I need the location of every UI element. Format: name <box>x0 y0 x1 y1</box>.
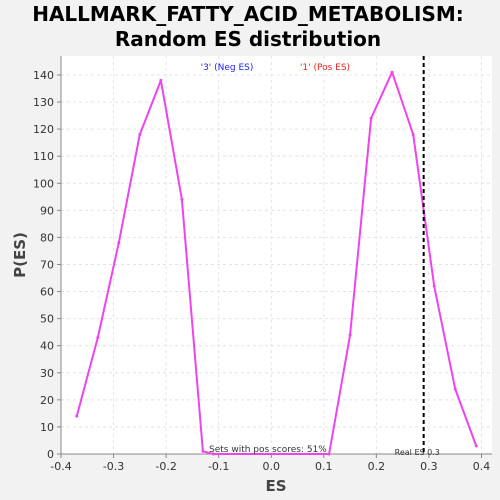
data-point <box>138 133 142 137</box>
y-tick-label: 60 <box>40 286 54 299</box>
y-tick-label: 130 <box>33 96 54 109</box>
y-tick-label: 50 <box>40 313 54 326</box>
y-tick-label: 30 <box>40 367 54 380</box>
data-point <box>117 241 121 245</box>
data-point <box>75 414 79 418</box>
x-tick-label: 0.4 <box>473 460 491 473</box>
x-axis-label: ES <box>265 477 286 495</box>
x-tick-label: -0.1 <box>208 460 229 473</box>
x-tick-label: -0.4 <box>50 460 71 473</box>
x-tick-label: 0.2 <box>368 460 386 473</box>
chart-title-line2: Random ES distribution <box>115 27 381 51</box>
real-es-label: Real ES 0.3 <box>395 448 440 457</box>
chart-title-line1: HALLMARK_FATTY_ACID_METABOLISM: <box>32 2 464 26</box>
x-tick-label: 0.0 <box>262 460 280 473</box>
data-point <box>180 197 184 201</box>
data-point <box>411 133 415 137</box>
x-tick-label: 0.1 <box>315 460 333 473</box>
y-tick-label: 90 <box>40 204 54 217</box>
y-tick-label: 80 <box>40 231 54 244</box>
tick-labels: -0.4 -0.3 -0.2 -0.1 0.0 0.1 0.2 0.3 0.4 0 10 20 30 40… <box>33 69 490 473</box>
y-tick-label: 40 <box>40 340 54 353</box>
data-point <box>96 336 100 340</box>
plot-area <box>61 56 492 454</box>
y-tick-label: 120 <box>33 123 54 136</box>
x-tick-label: 0.3 <box>420 460 438 473</box>
data-point <box>159 78 163 82</box>
data-point <box>327 452 331 456</box>
ticks <box>57 74 482 458</box>
data-point <box>201 449 205 453</box>
x-tick-label: -0.2 <box>155 460 176 473</box>
y-tick-label: 20 <box>40 394 54 407</box>
x-tick-label: -0.3 <box>103 460 124 473</box>
data-point <box>453 387 457 391</box>
data-point <box>432 284 436 288</box>
y-tick-label: 100 <box>33 177 54 190</box>
data-point <box>390 70 394 74</box>
y-tick-label: 70 <box>40 258 54 271</box>
data-point <box>369 116 373 120</box>
y-tick-label: 110 <box>33 150 54 163</box>
data-point <box>348 333 352 337</box>
y-axis-label: P(ES) <box>11 232 29 278</box>
legend-pos-label: '1' (Pos ES) <box>300 63 350 73</box>
y-tick-label: 140 <box>33 69 54 82</box>
data-point <box>474 444 478 448</box>
y-tick-label: 0 <box>47 448 54 461</box>
y-tick-label: 10 <box>40 421 54 434</box>
data-point <box>211 452 215 456</box>
legend-neg-label: '3' (Neg ES) <box>201 63 254 73</box>
pos-scores-note: Sets with pos scores: 51% <box>209 445 327 455</box>
